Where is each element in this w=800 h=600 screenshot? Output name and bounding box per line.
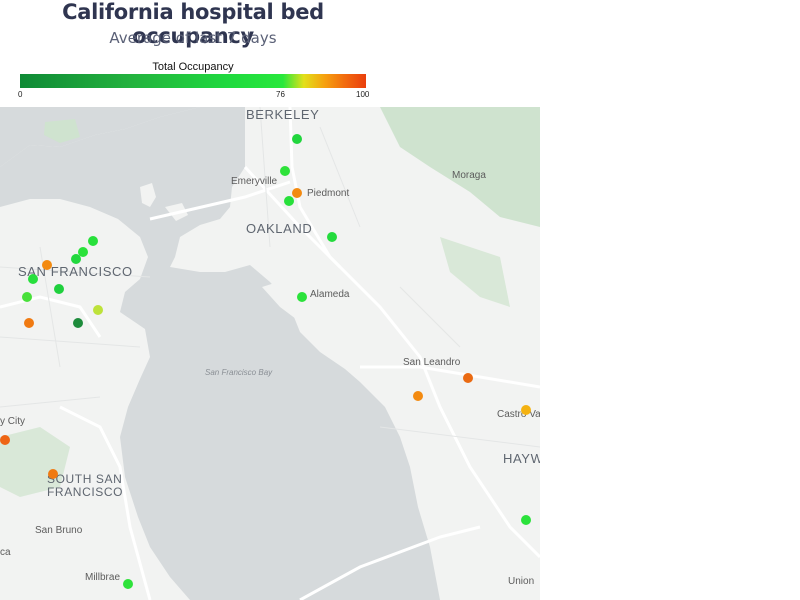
label-millbrae: Millbrae: [85, 572, 121, 583]
label-hayward: HAYW: [503, 451, 540, 466]
colorbar-tick-mid: 76: [276, 90, 285, 99]
chart-subtitle: Average of last 7 days: [109, 29, 277, 47]
label-union: Union: [508, 576, 535, 587]
hospital-marker[interactable]: [327, 232, 337, 242]
hospital-marker[interactable]: [292, 134, 302, 144]
hospital-marker[interactable]: [73, 318, 83, 328]
label-daly-city: y City: [0, 416, 25, 427]
hospital-marker[interactable]: [521, 405, 531, 415]
hospital-marker[interactable]: [28, 274, 38, 284]
label-sf-bay: San Francisco Bay: [205, 368, 273, 377]
label-castro-valley: Castro Va: [497, 409, 540, 420]
label-south-sf-1: SOUTH SAN: [47, 472, 123, 486]
hospital-marker[interactable]: [88, 236, 98, 246]
hospital-marker[interactable]: [123, 579, 133, 589]
label-piedmont: Piedmont: [307, 188, 350, 199]
hospital-marker[interactable]: [292, 188, 302, 198]
basemap: [0, 107, 540, 600]
label-alameda: Alameda: [310, 289, 350, 300]
treasure-island: [140, 183, 156, 207]
label-san-leandro: San Leandro: [403, 357, 461, 368]
hospital-marker[interactable]: [93, 305, 103, 315]
hospital-marker[interactable]: [413, 391, 423, 401]
label-emeryville: Emeryville: [231, 176, 278, 187]
label-san-bruno: San Bruno: [35, 525, 83, 536]
colorbar-title: Total Occupancy: [152, 61, 234, 73]
map-view[interactable]: BERKELEY Emeryville Piedmont Moraga OAKL…: [0, 107, 540, 600]
park-berkeley-hills: [380, 107, 540, 227]
bay-water: [0, 107, 440, 600]
hospital-marker[interactable]: [54, 284, 64, 294]
roads: [0, 107, 540, 600]
label-ca: ca: [0, 547, 11, 558]
colorbar: [20, 74, 366, 88]
label-berkeley: BERKELEY: [246, 107, 320, 122]
hospital-marker[interactable]: [521, 515, 531, 525]
park-north: [44, 119, 80, 143]
colorbar-tick-max: 100: [356, 90, 370, 99]
label-moraga: Moraga: [452, 170, 486, 181]
hospital-marker[interactable]: [0, 435, 10, 445]
park-south: [0, 427, 70, 497]
colorbar-tick-min: 0: [18, 90, 23, 99]
hospital-marker[interactable]: [22, 292, 32, 302]
hospital-marker[interactable]: [78, 247, 88, 257]
alameda-island: [262, 275, 360, 337]
hospital-marker[interactable]: [42, 260, 52, 270]
hospital-marker[interactable]: [71, 254, 81, 264]
hospital-marker[interactable]: [284, 196, 294, 206]
chart-title: California hospital bed occupancy: [62, 0, 324, 48]
park-moraga: [440, 237, 510, 307]
hospital-marker[interactable]: [280, 166, 290, 176]
hospital-marker[interactable]: [297, 292, 307, 302]
hospital-marker[interactable]: [463, 373, 473, 383]
hospital-marker[interactable]: [48, 469, 58, 479]
hospital-marker[interactable]: [24, 318, 34, 328]
label-south-sf-2: FRANCISCO: [47, 485, 124, 499]
label-oakland: OAKLAND: [246, 221, 313, 236]
